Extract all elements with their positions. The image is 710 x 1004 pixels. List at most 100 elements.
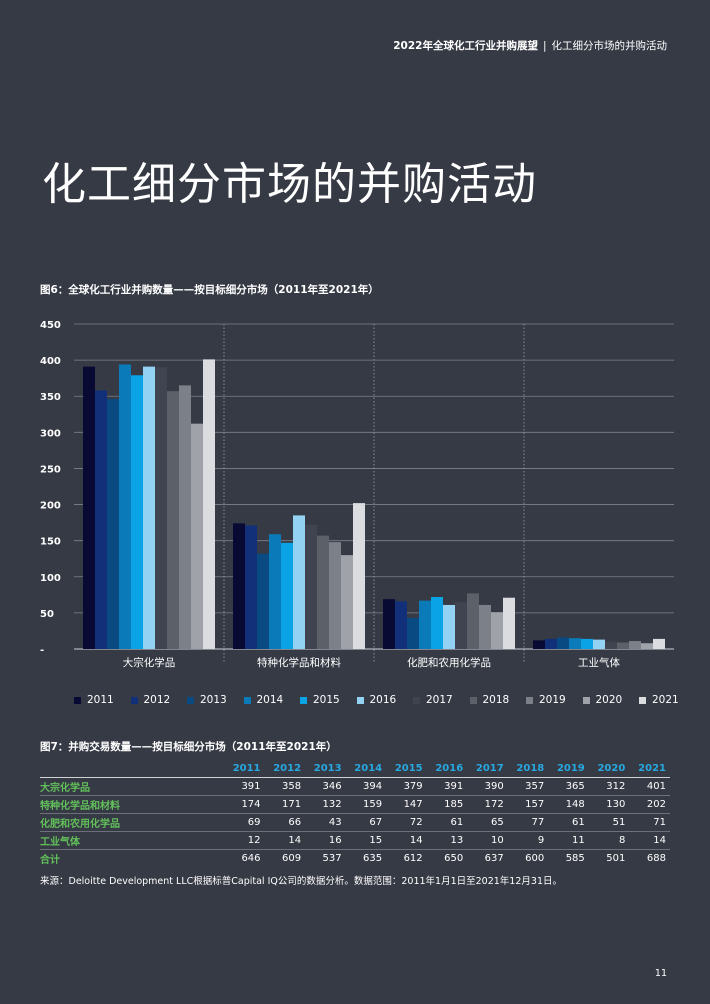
table-cell: 148 [548,795,589,814]
y-tick-label: 150 [40,537,61,548]
bar-2015-2 [431,597,443,649]
bar-chart: 450 400 350 300 250 200 150 100 50 - 大宗化学品 特种化学品和材料… [40,320,674,669]
legend-item-2015: 2015 [300,694,340,706]
bar-2015-1 [281,542,293,649]
bar-2020-1 [341,555,353,649]
table-cell: 12 [224,831,265,850]
page-title: 化工细分市场的并购活动 [42,159,537,210]
table-cell: 646 [241,853,261,864]
legend-swatch [413,696,420,704]
table-corner-cell [40,760,224,778]
row-label: 工业气体 [40,831,224,850]
legend-swatch [300,696,307,704]
legend-label: 2020 [595,694,623,706]
x-category-label: 化肥和农用化学品 [407,656,491,669]
table-row: 合计 646 609 537 635 612 650 637 600 585 501 688 [40,850,670,868]
bar-2021-3 [653,638,665,649]
running-header: 2022年全球化工行业并购展望 | 化工细分市场的并购活动 [393,38,667,53]
y-tick-label: 400 [40,356,61,367]
bar-2014-2 [419,600,431,649]
table-cell: 130 [588,795,630,814]
y-tick-label: 100 [40,573,61,584]
bar-2016-2 [443,604,455,649]
bar-2019-1 [329,542,341,649]
table-cell: 147 [386,795,427,814]
table-cell: 600 [525,853,545,864]
table-cell: 174 [224,795,265,814]
table-cell: 72 [386,813,427,832]
bar-2017-3 [605,641,617,649]
table-header-row: 2011 2012 2013 2014 2015 2016 2017 2018 2019 2020… [40,760,670,778]
table-cell: 312 [588,777,630,796]
figure-7-caption: 图7：并购交易数量——按目标细分市场（2011年至2021年） [40,741,337,753]
table-cell: 9 [507,831,549,850]
bar-2013-3 [557,637,569,649]
table-cell: 51 [588,813,630,832]
table-row: 大宗化学品 391 358 346 394 379 391 390 357 365 312 401 [40,777,670,796]
bar-2019-0 [179,385,191,649]
legend-item-2021: 2021 [639,694,679,706]
legend-item-2019: 2019 [526,694,566,706]
bar-2020-0 [191,423,203,649]
year-header: 2012 [264,760,306,778]
y-tick-label: - [40,645,44,656]
legend-label: 2019 [539,694,566,706]
year-header: 2018 [507,760,549,778]
bar-2018-2 [467,593,479,649]
y-tick-label: 450 [40,320,61,331]
legend-label: 2017 [426,694,453,706]
table-cell: 650 [444,853,464,864]
bar-2011-2 [383,599,395,649]
legend-swatch [187,696,194,704]
legend-item-2017: 2017 [413,694,453,706]
bar-2018-1 [317,535,329,649]
bar-2018-0 [167,391,179,649]
year-header: 2014 [345,760,387,778]
table-cell: 365 [548,777,589,796]
bar-2020-2 [491,612,503,649]
bar-2014-0 [119,364,131,649]
table-cell: 13 [426,831,468,850]
table-cell: 43 [305,813,346,832]
table-cell: 185 [426,795,468,814]
table-cell: 357 [507,777,549,796]
bar-2021-1 [353,503,365,649]
bar-2013-0 [107,399,119,649]
legend-item-2018: 2018 [469,694,510,706]
legend-label: 2014 [256,694,284,706]
deal-count-table: 2011 2012 2013 2014 2015 2016 2017 2018 2019 2020… [40,760,670,867]
legend-item-2016: 2016 [356,694,396,706]
report-name: 2022年全球化工行业并购展望 [393,40,538,52]
row-label: 合计 [40,855,60,866]
table-cell: 66 [264,813,306,832]
table-row: 特种化学品和材料 174 171 132 159 147 185 172 157 148 130 20… [40,795,670,814]
table-cell: 67 [345,813,387,832]
year-header: 2020 [588,760,630,778]
bar-2020-3 [641,643,653,649]
table-cell: 379 [386,777,427,796]
bar-2017-1 [305,524,317,649]
table-cell: 171 [264,795,306,814]
table-cell: 16 [305,831,346,850]
table-cell: 612 [403,853,423,864]
table-cell: 11 [548,831,589,850]
table-cell: 346 [305,777,346,796]
table-cell: 609 [281,853,302,864]
table-cell: 157 [507,795,549,814]
legend-label: 2018 [482,694,510,706]
table-cell: 77 [507,813,549,832]
section-name: 化工细分市场的并购活动 [551,40,668,52]
table-cell: 132 [305,795,346,814]
legend-label: 2011 [87,694,114,706]
table-cell: 10 [467,831,508,850]
bar-2012-2 [395,601,407,649]
bar-2016-3 [593,639,605,649]
table-cell: 71 [629,813,670,832]
year-header: 2021 [629,760,670,778]
bar-2021-2 [503,597,515,649]
table-cell: 14 [629,831,670,850]
row-label: 化肥和农用化学品 [40,813,224,832]
bar-2018-3 [617,642,629,649]
legend-swatch [130,696,138,704]
bar-2021-0 [203,359,215,649]
